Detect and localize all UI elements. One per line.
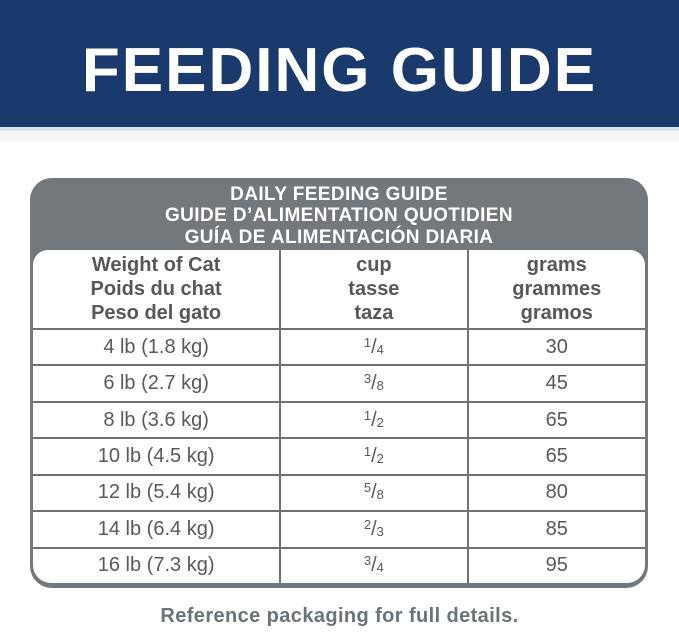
table-row: 16 lb (7.3 kg) 3/4 95	[33, 546, 645, 583]
cup-cell: 5/8	[279, 473, 468, 512]
col-header-grams-fr: grammes	[512, 278, 602, 300]
col-header-grams-en: grams	[526, 254, 587, 276]
cup-cell: 3/8	[279, 364, 468, 402]
fraction-slash: /	[371, 517, 377, 540]
col-header-weight-es: Peso del gato	[91, 302, 222, 324]
table-row: 14 lb (6.4 kg) 2/3 85	[33, 510, 645, 548]
weight-cell: 14 lb (6.4 kg)	[33, 510, 281, 548]
fraction-numerator: 5	[363, 480, 372, 496]
col-header-weight: Weight of Cat Poids du chat Peso del gat…	[33, 250, 280, 329]
fraction-denominator: 3	[376, 523, 384, 539]
cup-cell: 1/2	[279, 400, 468, 439]
fraction-slash: /	[371, 554, 377, 577]
table-row: 4 lb (1.8 kg) 1/4 30	[33, 327, 645, 366]
cup-cell: 2/3	[279, 510, 468, 548]
feeding-guide-banner: FEEDING GUIDE	[0, 0, 679, 131]
cup-cell: 3/4	[279, 546, 468, 583]
table-row: 12 lb (5.4 kg) 5/8 80	[33, 473, 645, 512]
fraction-denominator: 2	[376, 414, 384, 430]
weight-cell: 8 lb (3.6 kg)	[33, 400, 281, 439]
col-header-cup-fr: tasse	[348, 278, 400, 300]
fraction-slash: /	[371, 335, 377, 358]
grams-cell: 65	[466, 400, 645, 439]
col-header-weight-fr: Poids du chat	[90, 278, 222, 300]
feeding-table: Weight of Cat Poids du chat Peso del gat…	[33, 250, 645, 583]
weight-cell: 16 lb (7.3 kg)	[33, 546, 281, 583]
fraction-denominator: 8	[376, 487, 384, 503]
grams-cell: 80	[466, 473, 645, 512]
header-row: Weight of Cat Poids du chat Peso del gat…	[33, 250, 645, 329]
card-body: Weight of Cat Poids du chat Peso del gat…	[33, 250, 645, 583]
banner-title: FEEDING GUIDE	[81, 36, 598, 105]
fraction-numerator: 1	[363, 407, 372, 423]
banner-shadow-strip	[0, 131, 679, 141]
weight-cell: 12 lb (5.4 kg)	[33, 473, 281, 512]
fraction-denominator: 4	[376, 341, 384, 357]
grams-cell: 95	[466, 546, 645, 583]
cup-cell: 1/2	[279, 437, 468, 475]
daily-feeding-guide-card: DAILY FEEDING GUIDE GUIDE D’ALIMENTATION…	[30, 178, 648, 588]
cup-cell: 1/4	[279, 327, 468, 366]
fraction-numerator: 3	[363, 553, 372, 569]
grams-cell: 85	[466, 510, 645, 548]
card-title-line-en: DAILY FEEDING GUIDE	[230, 183, 448, 205]
grams-cell: 30	[466, 327, 645, 366]
table-row: 6 lb (2.7 kg) 3/8 45	[33, 364, 645, 402]
col-header-weight-en: Weight of Cat	[91, 254, 221, 276]
grams-cell: 65	[466, 437, 645, 475]
weight-cell: 4 lb (1.8 kg)	[33, 327, 281, 366]
fraction-numerator: 2	[363, 516, 372, 532]
col-header-grams-es: gramos	[520, 302, 593, 324]
card-title-line-es: GUÍA DE ALIMENTACIÓN DIARIA	[184, 226, 494, 248]
col-header-cup-es: taza	[354, 302, 394, 324]
fraction-numerator: 1	[363, 443, 372, 459]
weight-cell: 10 lb (4.5 kg)	[33, 437, 281, 475]
table-row: 8 lb (3.6 kg) 1/2 65	[33, 400, 645, 439]
fraction-numerator: 3	[363, 371, 372, 387]
fraction-slash: /	[371, 408, 377, 431]
card-header: DAILY FEEDING GUIDE GUIDE D’ALIMENTATION…	[33, 178, 645, 250]
weight-cell: 6 lb (2.7 kg)	[33, 364, 281, 402]
fraction-numerator: 1	[363, 334, 372, 350]
card-title-line-fr: GUIDE D’ALIMENTATION QUOTIDIEN	[164, 205, 513, 227]
fraction-slash: /	[371, 444, 377, 467]
footer-note: Reference packaging for full details.	[160, 605, 519, 627]
col-header-cup: cup tasse taza	[279, 250, 468, 329]
fraction-denominator: 2	[376, 450, 384, 466]
grams-cell: 45	[466, 364, 645, 402]
fraction-denominator: 4	[376, 560, 384, 576]
col-header-grams: grams grammes gramos	[466, 250, 645, 329]
fraction-slash: /	[371, 481, 377, 504]
table-row: 10 lb (4.5 kg) 1/2 65	[33, 437, 645, 475]
fraction-slash: /	[371, 372, 377, 395]
col-header-cup-en: cup	[356, 254, 392, 276]
fraction-denominator: 8	[376, 378, 384, 394]
